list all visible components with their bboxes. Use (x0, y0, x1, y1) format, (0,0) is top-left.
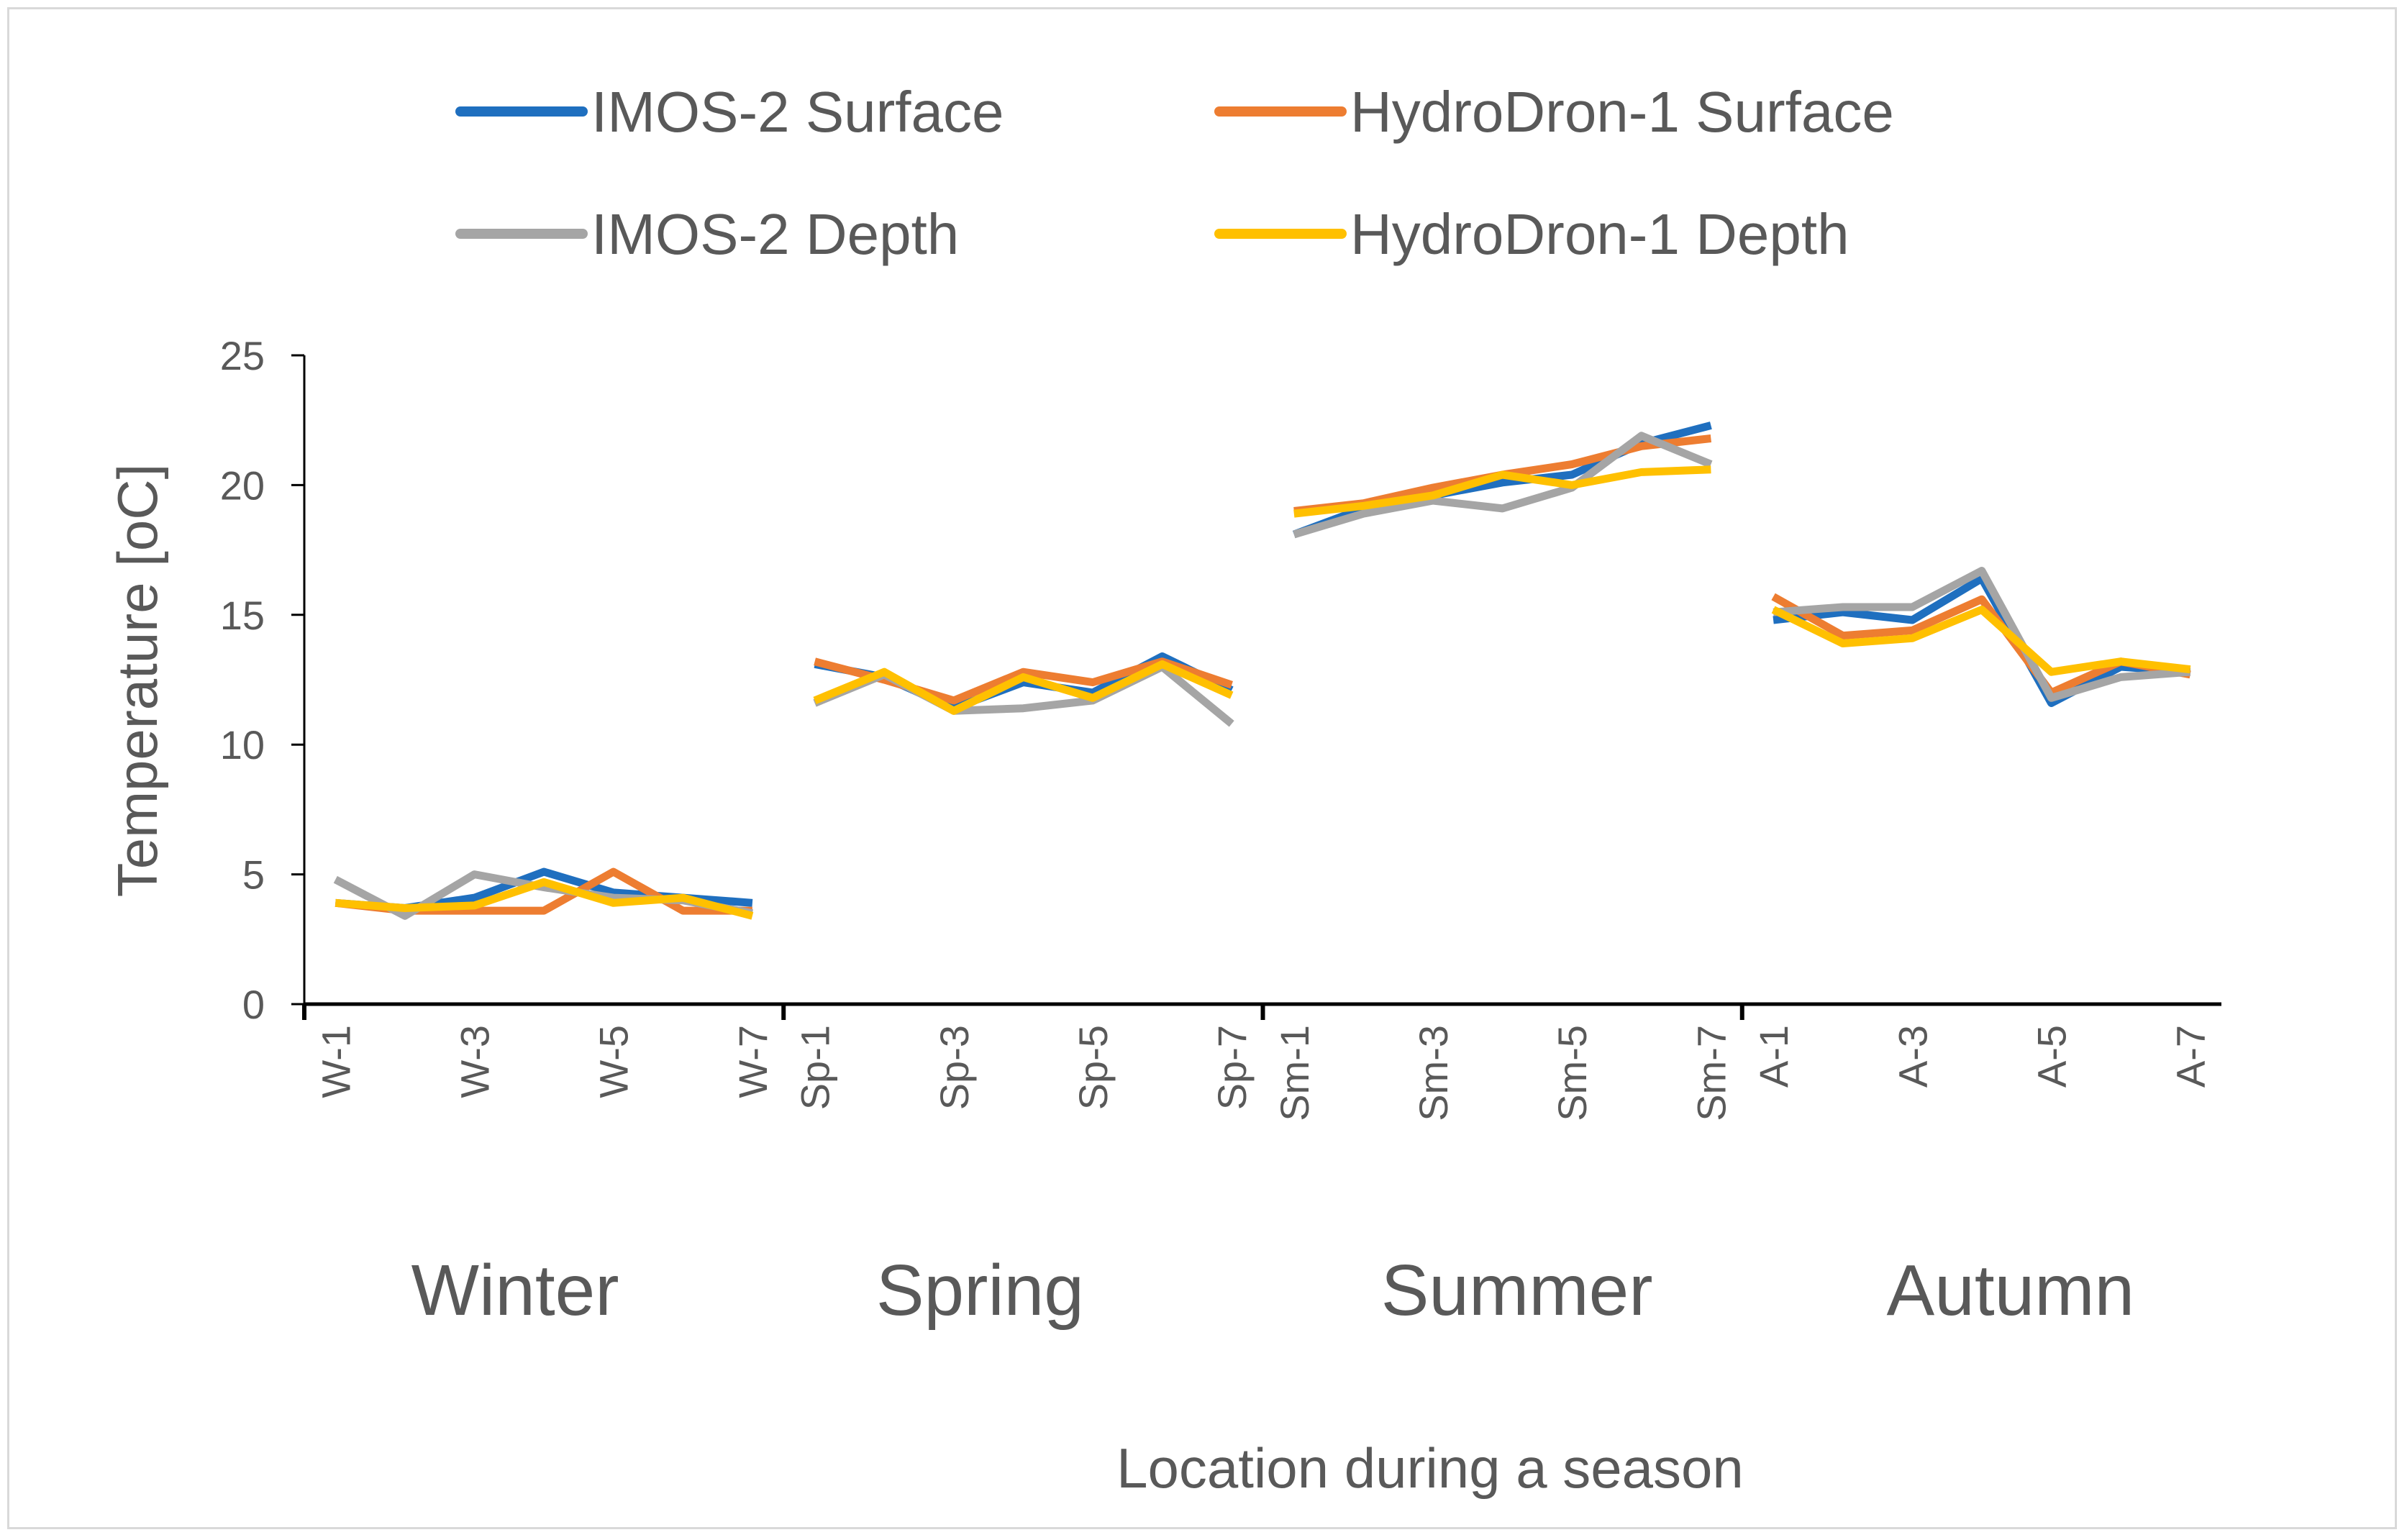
season-label-summer: Summer (1381, 1250, 1653, 1331)
y-axis-title: Temperature [oC] (106, 464, 169, 898)
y-axis: 0 5 10 15 20 25 (220, 333, 306, 1027)
legend-entry-imos2-depth[interactable]: IMOS-2 Depth (455, 202, 959, 266)
y-tick-label: 15 (220, 593, 265, 638)
x-tick-label: Sp-5 (1070, 1025, 1116, 1110)
series-line-hydrodron-1-depth-spring[interactable] (813, 660, 1234, 715)
x-tick-label: A-7 (2168, 1025, 2213, 1088)
chart-frame (7, 7, 2397, 1529)
series-line-imos-2-depth-summer[interactable] (1293, 432, 1713, 539)
series-line-hydrodron-1-depth-winter[interactable] (335, 878, 754, 920)
season-labels: Winter Spring Summer Autumn (411, 1250, 2135, 1331)
x-tick-label: W-1 (313, 1025, 358, 1098)
y-tick-label: 10 (220, 722, 265, 767)
legend-label-imos2-depth: IMOS-2 Depth (591, 202, 959, 266)
series-line-hydrodron-1-depth-autumn[interactable] (1771, 606, 2191, 676)
x-tick-label: Sm-5 (1550, 1025, 1595, 1121)
x-tick-label: A-3 (1890, 1025, 1935, 1088)
x-tick-label: W-5 (591, 1025, 637, 1098)
legend-label-hydrodron1-surface: HydroDron-1 Surface (1350, 80, 1894, 144)
x-tick-label: Sp-3 (932, 1025, 977, 1110)
season-label-spring: Spring (876, 1250, 1084, 1331)
x-tick-label: Sm-7 (1688, 1025, 1734, 1121)
season-label-winter: Winter (411, 1250, 619, 1331)
x-tick-label: A-1 (1751, 1025, 1796, 1088)
series-layer (333, 422, 2191, 920)
legend: IMOS-2 Surface HydroDron-1 Surface IMOS-… (455, 80, 1894, 266)
x-tick-label: Sp-1 (793, 1025, 838, 1110)
legend-label-hydrodron1-depth: HydroDron-1 Depth (1350, 202, 1849, 266)
legend-label-imos2-surface: IMOS-2 Surface (591, 80, 1004, 144)
x-axis: W-1 W-3 W-5 W-7 Sp-1 Sp-3 Sp-5 Sp-7 Sm-1 Sm-3 Sm-5… (302, 1002, 2221, 1121)
x-tick-label: W-7 (730, 1025, 775, 1098)
legend-entry-imos2-surface[interactable]: IMOS-2 Surface (455, 80, 1004, 144)
x-tick-label: W-3 (452, 1025, 498, 1098)
x-tick-label: A-5 (2029, 1025, 2074, 1088)
x-tick-label: Sp-7 (1209, 1025, 1255, 1110)
y-tick-label: 5 (242, 852, 265, 898)
y-tick-label: 20 (220, 463, 265, 508)
y-tick-label: 0 (242, 982, 265, 1027)
series-line-imos-2-depth-autumn[interactable] (1773, 567, 2191, 702)
x-axis-title: Location during a season (1116, 1436, 1744, 1500)
season-label-autumn: Autumn (1887, 1250, 2135, 1331)
y-tick-label: 25 (220, 333, 265, 378)
legend-entry-hydrodron1-surface[interactable]: HydroDron-1 Surface (1214, 80, 1894, 144)
x-tick-label: Sm-1 (1272, 1025, 1317, 1121)
legend-entry-hydrodron1-depth[interactable]: HydroDron-1 Depth (1214, 202, 1849, 266)
series-line-hydrodron-1-depth-summer[interactable] (1293, 465, 1711, 518)
x-tick-label: Sm-3 (1411, 1025, 1456, 1121)
